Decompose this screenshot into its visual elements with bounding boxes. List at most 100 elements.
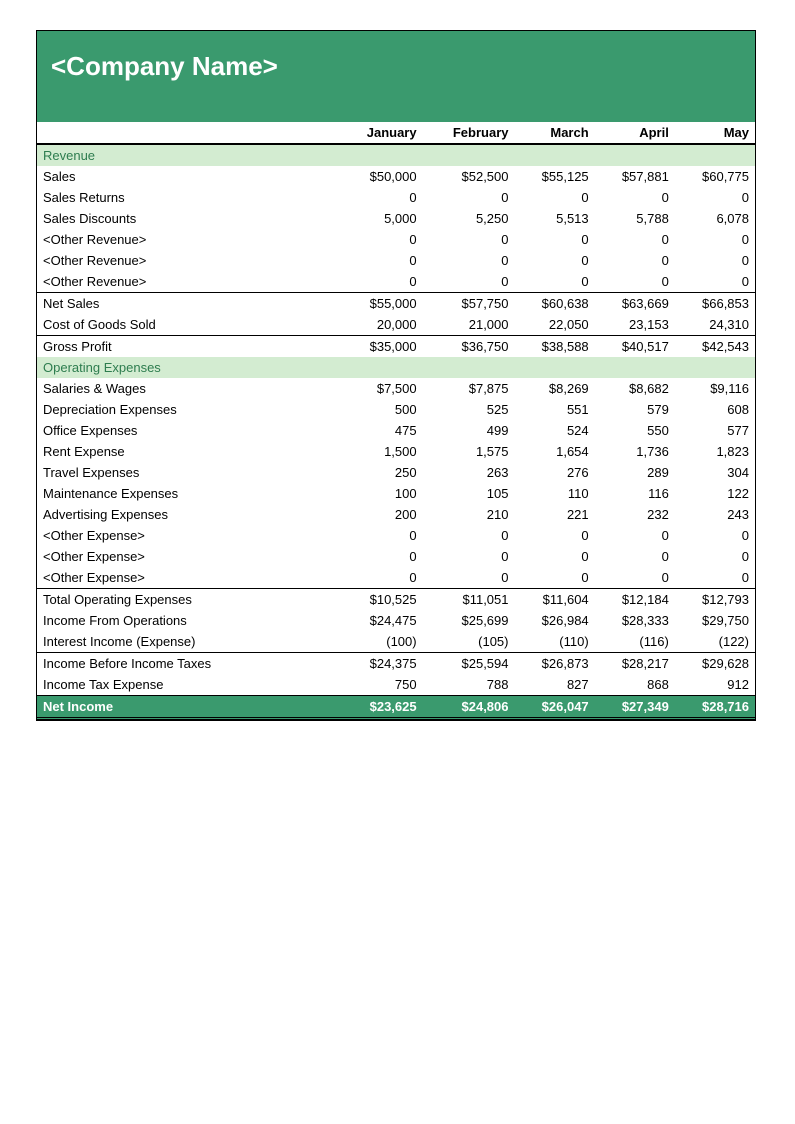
cell-value: 1,500 (339, 441, 423, 462)
cell-value: 0 (339, 546, 423, 567)
cell-value: $26,873 (515, 653, 595, 675)
cell-value: 0 (675, 250, 755, 271)
cell-value: (110) (515, 631, 595, 653)
cell-value: 499 (423, 420, 515, 441)
cell-value: $36,750 (423, 336, 515, 358)
cell-value: $55,000 (339, 293, 423, 315)
cell-value: 24,310 (675, 314, 755, 336)
row-label: Net Sales (37, 293, 339, 315)
income-before-tax-row: Income Before Income Taxes$24,375$25,594… (37, 653, 755, 675)
table-row: <Other Expense>00000 (37, 546, 755, 567)
cell-value: $40,517 (595, 336, 675, 358)
company-name: <Company Name> (51, 51, 741, 82)
col-month: February (423, 122, 515, 144)
cell-value: $8,269 (515, 378, 595, 399)
cell-value: 22,050 (515, 314, 595, 336)
col-month: April (595, 122, 675, 144)
table-row: Depreciation Expenses500525551579608 (37, 399, 755, 420)
cell-value: 5,250 (423, 208, 515, 229)
cell-value: $24,375 (339, 653, 423, 675)
row-label: Sales Discounts (37, 208, 339, 229)
cell-value: 0 (515, 525, 595, 546)
cell-value: $10,525 (339, 589, 423, 611)
net-sales-row: Net Sales$55,000$57,750$60,638$63,669$66… (37, 293, 755, 315)
cell-value: 276 (515, 462, 595, 483)
table-row: Maintenance Expenses100105110116122 (37, 483, 755, 504)
row-label: <Other Revenue> (37, 271, 339, 293)
cell-value: 0 (675, 567, 755, 589)
cell-value: 0 (423, 250, 515, 271)
table-row: <Other Revenue>00000 (37, 229, 755, 250)
cell-value: $29,750 (675, 610, 755, 631)
cell-value: 0 (595, 229, 675, 250)
col-month: March (515, 122, 595, 144)
cell-value: 221 (515, 504, 595, 525)
cell-value: $55,125 (515, 166, 595, 187)
table-row: <Other Revenue>00000 (37, 250, 755, 271)
income-table: January February March April May Revenue… (37, 122, 755, 720)
cell-value: $7,875 (423, 378, 515, 399)
cell-value: 0 (423, 546, 515, 567)
cell-value: 0 (339, 271, 423, 293)
cell-value: 0 (675, 271, 755, 293)
cell-value: $24,806 (423, 696, 515, 719)
cell-value: 5,000 (339, 208, 423, 229)
cell-value: $52,500 (423, 166, 515, 187)
table-row: Sales Discounts5,0005,2505,5135,7886,078 (37, 208, 755, 229)
cell-value: 0 (515, 271, 595, 293)
cell-value: $29,628 (675, 653, 755, 675)
month-header-row: January February March April May (37, 122, 755, 144)
row-label: Office Expenses (37, 420, 339, 441)
cell-value: 0 (515, 567, 595, 589)
row-label: <Other Expense> (37, 567, 339, 589)
cell-value: 6,078 (675, 208, 755, 229)
cell-value: 23,153 (595, 314, 675, 336)
row-label: Cost of Goods Sold (37, 314, 339, 336)
cell-value: 0 (595, 525, 675, 546)
cell-value: (122) (675, 631, 755, 653)
row-label: Maintenance Expenses (37, 483, 339, 504)
cell-value: 0 (423, 271, 515, 293)
row-label: Income Before Income Taxes (37, 653, 339, 675)
cell-value: 116 (595, 483, 675, 504)
table-row: Salaries & Wages$7,500$7,875$8,269$8,682… (37, 378, 755, 399)
col-month: January (339, 122, 423, 144)
cell-value: 1,736 (595, 441, 675, 462)
gross-profit-row: Gross Profit$35,000$36,750$38,588$40,517… (37, 336, 755, 358)
table-row: <Other Expense>00000 (37, 525, 755, 546)
cell-value: $11,051 (423, 589, 515, 611)
cell-value: $12,184 (595, 589, 675, 611)
cell-value: $23,625 (339, 696, 423, 719)
row-label: Sales Returns (37, 187, 339, 208)
cell-value: 550 (595, 420, 675, 441)
cell-value: 750 (339, 674, 423, 696)
row-label: Interest Income (Expense) (37, 631, 339, 653)
table-row: Rent Expense1,5001,5751,6541,7361,823 (37, 441, 755, 462)
cell-value: 0 (339, 187, 423, 208)
cell-value: 0 (595, 546, 675, 567)
cell-value: $8,682 (595, 378, 675, 399)
cell-value: 0 (675, 525, 755, 546)
cell-value: $28,716 (675, 696, 755, 719)
cell-value: 577 (675, 420, 755, 441)
cell-value: $35,000 (339, 336, 423, 358)
cell-value: 232 (595, 504, 675, 525)
row-label: <Other Expense> (37, 546, 339, 567)
header-band: <Company Name> (37, 31, 755, 122)
cell-value: 0 (515, 546, 595, 567)
cell-value: 0 (675, 187, 755, 208)
cell-value: $60,775 (675, 166, 755, 187)
table-row: Sales Returns00000 (37, 187, 755, 208)
cell-value: 110 (515, 483, 595, 504)
cell-value: 105 (423, 483, 515, 504)
cell-value: 0 (595, 271, 675, 293)
cell-value: 200 (339, 504, 423, 525)
cell-value: $26,047 (515, 696, 595, 719)
row-label: Depreciation Expenses (37, 399, 339, 420)
cell-value: 0 (423, 525, 515, 546)
cell-value: $25,699 (423, 610, 515, 631)
cell-value: 263 (423, 462, 515, 483)
interest-row: Interest Income (Expense)(100)(105)(110)… (37, 631, 755, 653)
row-label: <Other Revenue> (37, 229, 339, 250)
cell-value: 0 (595, 187, 675, 208)
